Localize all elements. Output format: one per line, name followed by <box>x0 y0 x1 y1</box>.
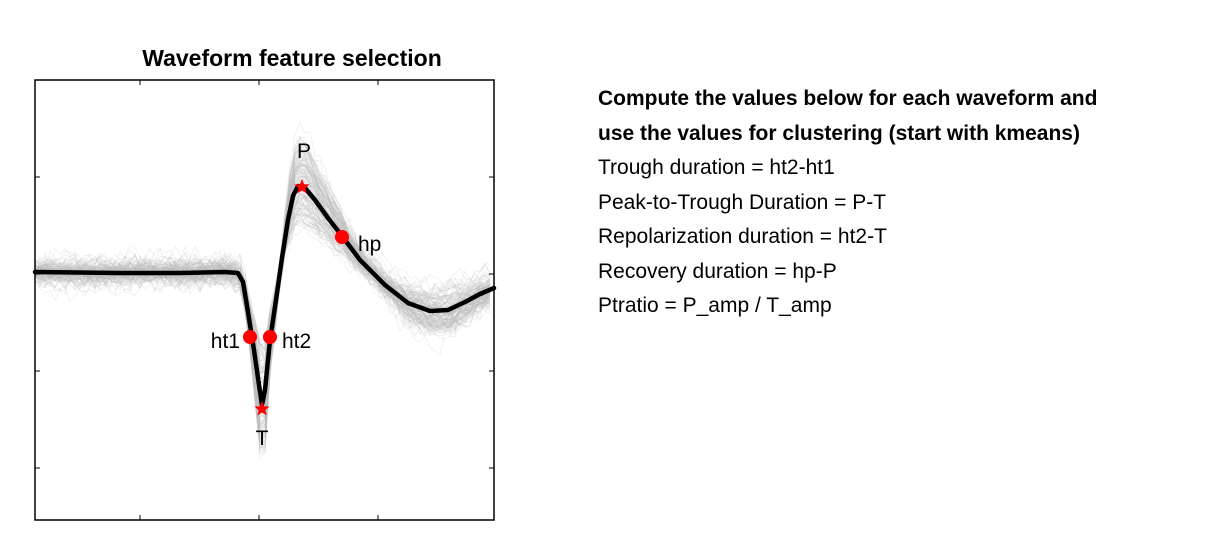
axis-ticks <box>35 80 494 520</box>
trace-waveform <box>35 200 491 374</box>
trace-waveform <box>35 149 491 453</box>
trace-waveform <box>35 212 491 351</box>
ht2-marker <box>263 330 277 344</box>
formula-trough-duration: Trough duration = ht2-ht1 <box>598 156 835 179</box>
trace-waveform <box>35 207 491 351</box>
trace-waveform <box>35 197 491 378</box>
trace-waveform <box>35 168 491 428</box>
formula-ptratio: Ptratio = P_amp / T_amp <box>598 294 832 317</box>
trace-waveform <box>35 154 491 435</box>
instructions-panel: Compute the values below for each wavefo… <box>598 82 1198 324</box>
formula-recovery: Recovery duration = hp-P <box>598 259 837 283</box>
trace-waveform <box>35 200 491 371</box>
trace-waveform <box>35 210 491 371</box>
trace-waveform <box>35 214 491 357</box>
trace-waveform <box>35 140 491 455</box>
trace-waveform <box>35 169 491 424</box>
formula-repolarization: Repolarization duration = ht2-T <box>598 225 887 248</box>
ht1-label: ht1 <box>211 330 240 353</box>
trace-waveform <box>35 185 491 391</box>
ht2-label: ht2 <box>282 330 311 353</box>
trace-waveform <box>35 206 491 371</box>
trace-waveform <box>35 162 491 428</box>
instructions-heading-line2: use the values for clustering (start wit… <box>598 121 1080 145</box>
trace-waveform <box>35 155 491 425</box>
trace-waveform <box>35 172 491 386</box>
trace-waveform <box>35 219 491 347</box>
trace-waveform <box>35 161 491 419</box>
trace-waveform <box>35 191 491 375</box>
trace-waveform <box>35 134 491 430</box>
trace-waveform <box>35 213 491 360</box>
trace-waveform <box>35 204 491 381</box>
trace-waveform <box>35 213 491 362</box>
trace-waveform <box>35 168 491 419</box>
trace-waveform <box>35 194 491 376</box>
instructions-heading-line1: Compute the values below for each wavefo… <box>598 87 1098 110</box>
trace-waveform <box>35 153 491 419</box>
trace-waveform <box>35 165 491 424</box>
hp-marker <box>335 230 349 244</box>
plot-frame <box>34 79 495 521</box>
trace-waveform <box>35 201 491 369</box>
trace-waveform <box>35 166 491 439</box>
trace-waveform <box>35 149 491 429</box>
P-label: P <box>297 140 311 163</box>
trace-waveform <box>35 150 491 449</box>
trace-waveform <box>35 153 491 454</box>
trace-waveform <box>35 163 491 423</box>
trace-waveform <box>35 204 491 374</box>
figure-title: Waveform feature selection <box>142 45 442 71</box>
trace-waveform <box>35 218 491 346</box>
trace-waveform <box>35 157 491 443</box>
trace-waveform <box>35 226 491 341</box>
trace-waveform <box>35 163 491 430</box>
trace-waveform <box>35 170 491 414</box>
trace-waveform <box>35 195 491 378</box>
ht1-marker <box>243 330 257 344</box>
mean-waveform <box>32 183 497 408</box>
trace-waveform <box>35 184 491 394</box>
hp-label: hp <box>358 233 381 256</box>
trace-waveform <box>35 193 491 363</box>
T-label: T <box>256 427 269 450</box>
trace-waveform <box>35 146 491 448</box>
trace-waveform <box>35 144 491 440</box>
trace-waveform <box>35 185 491 418</box>
trace-waveform <box>35 146 491 441</box>
trace-waveform <box>35 121 491 446</box>
trace-waveform <box>35 201 491 375</box>
trace-waveform <box>35 140 491 450</box>
T-star-marker <box>254 401 270 416</box>
trace-waveform <box>35 143 491 447</box>
trace-waveform <box>35 208 491 361</box>
P-star-marker <box>294 179 310 194</box>
trace-waveform <box>35 153 491 443</box>
trace-waveform <box>35 197 491 380</box>
trace-waveform <box>35 136 491 435</box>
trace-waveform <box>35 155 491 460</box>
trace-waveform <box>35 212 491 366</box>
trace-waveform <box>35 164 491 437</box>
trace-waveform <box>35 198 491 374</box>
trace-waveform <box>35 200 491 375</box>
trace-waveform <box>35 222 491 360</box>
trace-waveform <box>35 150 491 451</box>
trace-waveform <box>35 217 491 347</box>
trace-waveform <box>35 174 491 401</box>
formula-peak-to-trough: Peak-to-Trough Duration = P-T <box>598 190 887 214</box>
trace-waveform <box>35 210 491 367</box>
